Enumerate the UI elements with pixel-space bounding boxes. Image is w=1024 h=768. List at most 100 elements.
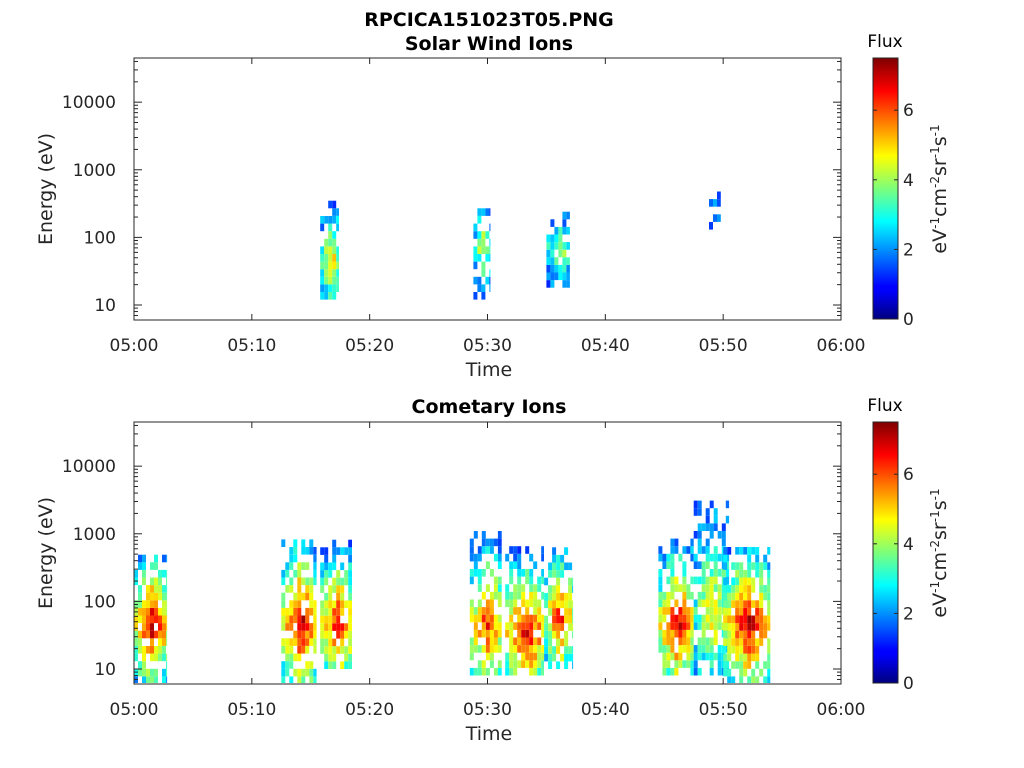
heatmap-cell: [662, 637, 667, 646]
heatmap-cell: [485, 254, 490, 262]
heatmap-cell: [560, 600, 565, 609]
heatmap-cell: [701, 569, 706, 577]
heatmap-cell: [293, 615, 298, 624]
heatmap-cell: [658, 622, 663, 630]
heatmap-cell: [717, 591, 722, 600]
heatmap-cell: [666, 652, 671, 661]
heatmap-cell: [281, 646, 286, 654]
heatmap-cell: [324, 284, 329, 292]
heatmap-cell: [477, 231, 482, 239]
heatmap-cell: [731, 676, 736, 683]
heatmap-cell: [328, 261, 333, 270]
heatmap-cell: [328, 562, 333, 571]
heatmap-cell: [285, 607, 290, 616]
heatmap-cell: [517, 645, 522, 653]
heatmap-cell: [150, 607, 154, 616]
heatmap-cell: [701, 629, 706, 638]
heatmap-cell: [739, 623, 744, 631]
heatmap-cell: [658, 637, 663, 646]
heatmap-cell: [682, 660, 687, 668]
heatmap-cell: [674, 629, 679, 638]
heatmap-cell: [658, 629, 663, 638]
heatmap-cell: [154, 668, 158, 677]
heatmap-cell: [529, 584, 534, 592]
heatmap-cell: [735, 615, 740, 624]
heatmap-cell: [735, 646, 740, 654]
heatmap-cell: [686, 637, 691, 646]
heatmap-cell: [739, 653, 744, 662]
heatmap-cell: [562, 242, 567, 250]
heatmap-cell: [485, 246, 490, 254]
heatmap-cell: [336, 608, 341, 616]
heatmap-cell: [533, 599, 538, 608]
heatmap-cell: [666, 599, 671, 608]
heatmap-cell: [763, 592, 768, 601]
heatmap-cell: [324, 615, 329, 624]
heatmap-cell: [662, 614, 667, 623]
heatmap-cell: [725, 576, 730, 585]
x-tick-label: 05:10: [227, 336, 276, 356]
heatmap-cell: [469, 553, 474, 562]
heatmap-cell: [727, 630, 732, 639]
heatmap-cell: [505, 629, 510, 638]
heatmap-cell: [301, 623, 306, 631]
heatmap-cell: [767, 668, 771, 677]
heatmap-cell: [751, 577, 756, 586]
heatmap-cell: [301, 676, 306, 683]
heatmap-cell: [166, 661, 168, 669]
heatmap-cell: [489, 599, 494, 608]
heatmap-cell: [767, 638, 771, 646]
heatmap-cell: [150, 630, 154, 639]
heatmap-cell: [336, 208, 339, 216]
heatmap-cell: [717, 569, 722, 577]
heatmap-cell: [481, 614, 486, 623]
heatmap-cell: [340, 600, 345, 609]
heatmap-cell: [332, 554, 337, 563]
heatmap-cell: [686, 660, 691, 668]
heatmap-cell: [134, 668, 138, 677]
heatmap-cell: [690, 637, 694, 646]
heatmap-cell: [705, 561, 710, 569]
heatmap-cell: [146, 623, 150, 631]
heatmap-cell: [544, 615, 549, 624]
heatmap-cell: [546, 234, 551, 243]
heatmap-cell: [723, 577, 728, 586]
heatmap-cell: [320, 216, 325, 224]
heatmap-cell: [285, 661, 290, 669]
heatmap-cell: [513, 660, 518, 668]
heatmap-cell: [572, 661, 574, 669]
heatmap-cell: [548, 631, 553, 639]
heatmap-cell: [759, 668, 764, 677]
heatmap-cell: [558, 234, 563, 243]
heatmap-cell: [517, 629, 522, 638]
heatmap-cell: [670, 667, 675, 676]
heatmap-cell: [309, 623, 314, 631]
heatmap-cell: [481, 569, 486, 577]
heatmap-cell: [556, 661, 561, 669]
heatmap-cell: [489, 629, 494, 638]
y-tick-label: 10000: [62, 93, 116, 113]
heatmap-cell: [328, 623, 333, 631]
heatmap-cell: [324, 646, 329, 654]
heatmap-cell: [533, 584, 538, 592]
heatmap-cell: [690, 652, 694, 661]
heatmap-cell: [755, 661, 760, 669]
heatmap-cell: [548, 585, 553, 593]
heatmap-cell: [743, 615, 748, 624]
heatmap-cell: [289, 562, 294, 570]
heatmap-cell: [560, 653, 565, 662]
heatmap-cell: [546, 257, 551, 265]
heatmap-cell: [285, 585, 290, 593]
heatmap-cell: [146, 600, 150, 608]
heatmap-cell: [473, 261, 478, 270]
heatmap-cell: [493, 553, 498, 562]
heatmap-cell: [568, 646, 573, 654]
heatmap-cell: [751, 615, 756, 624]
heatmap-cell: [336, 577, 341, 586]
heatmap-cell: [344, 623, 349, 631]
heatmap-cell: [723, 585, 728, 593]
heatmap-cell: [473, 246, 478, 254]
heatmap-cell: [525, 629, 530, 638]
heatmap-cell: [548, 562, 553, 571]
heatmap-cell: [697, 561, 702, 569]
